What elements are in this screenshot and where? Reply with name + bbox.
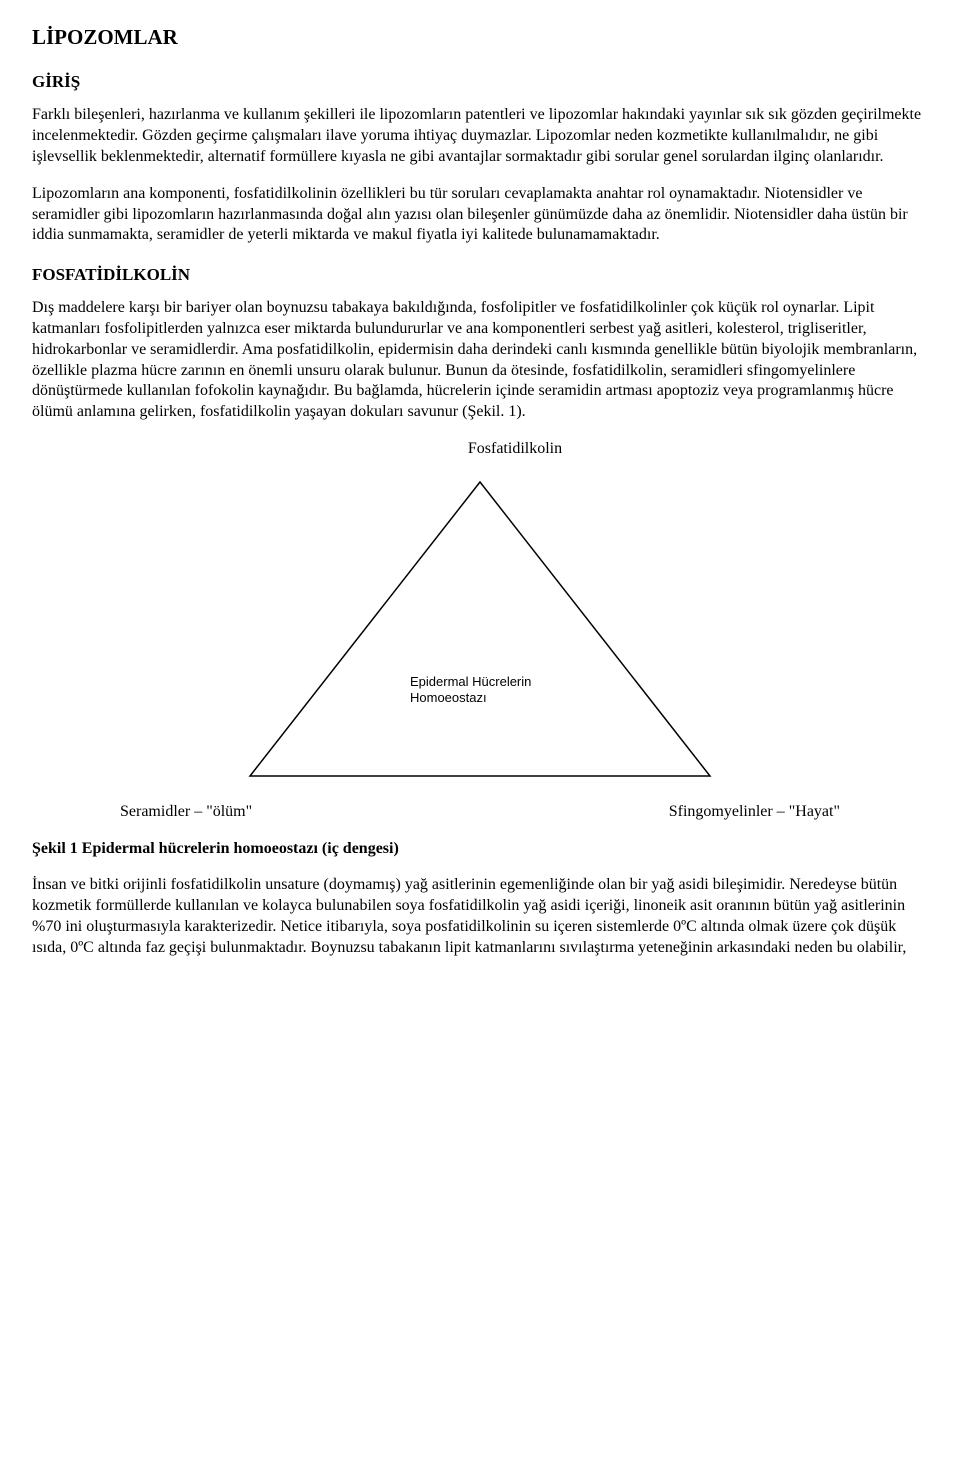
figure-caption: Şekil 1 Epidermal hücrelerin homoeostazı… [32,839,928,860]
triangle-inner-line1: Epidermal Hücrelerin [410,674,531,690]
figure-top-label: Fosfatidilkolin [32,439,928,460]
figure-bottom-left-label: Seramidler – "ölüm" [120,802,252,823]
section-heading-fosfatidilkolin: FOSFATİDİLKOLİN [32,264,928,286]
figure-1: Fosfatidilkolin Epidermal Hücrelerin Hom… [32,439,928,823]
triangle-shape [250,482,710,776]
figure-triangle-container: Epidermal Hücrelerin Homoeostazı [210,464,750,794]
triangle-inner-line2: Homoeostazı [410,690,531,706]
figure-bottom-labels: Seramidler – "ölüm" Sfingomyelinler – "H… [120,802,840,823]
paragraph-4: İnsan ve bitki orijinli fosfatidilkolin … [32,875,928,958]
paragraph-1: Farklı bileşenleri, hazırlanma ve kullan… [32,105,928,167]
triangle-inner-text: Epidermal Hücrelerin Homoeostazı [410,674,531,707]
figure-bottom-right-label: Sfingomyelinler – "Hayat" [669,802,840,823]
paragraph-3: Dış maddelere karşı bir bariyer olan boy… [32,298,928,423]
section-heading-intro: GİRİŞ [32,71,928,93]
paragraph-2: Lipozomların ana komponenti, fosfatidilk… [32,184,928,246]
document-title: LİPOZOMLAR [32,24,928,51]
triangle-diagram [210,464,750,794]
